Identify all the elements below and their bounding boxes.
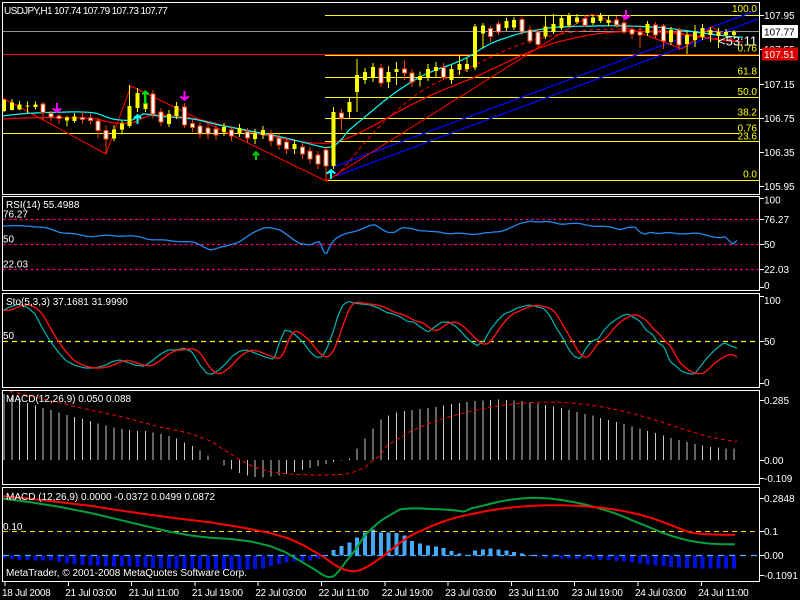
svg-text:<53:11: <53:11 [718,34,757,49]
svg-text:21 Jul 03:00: 21 Jul 03:00 [65,588,117,599]
svg-text:18 Jul 2008: 18 Jul 2008 [2,588,51,599]
svg-text:100: 100 [764,196,781,207]
svg-text:0.10: 0.10 [3,522,23,533]
svg-text:0: 0 [764,281,770,292]
svg-text:107.15: 107.15 [764,80,795,91]
svg-text:USDJPY,H1 107.74 107.79 107.7: USDJPY,H1 107.74 107.79 107.73 107.77 [4,6,168,17]
svg-text:0.2848: 0.2848 [764,494,795,505]
svg-text:23 Jul 19:00: 23 Jul 19:00 [572,588,624,599]
svg-text:0.0: 0.0 [743,170,757,181]
svg-text:21 Jul 11:00: 21 Jul 11:00 [129,588,180,599]
svg-text:22 Jul 11:00: 22 Jul 11:00 [319,588,370,599]
svg-text:MetaTrader, © 2001-2008 MetaQu: MetaTrader, © 2001-2008 MetaQuotes Softw… [6,568,247,579]
svg-text:24 Jul 11:00: 24 Jul 11:00 [698,588,749,599]
svg-text:23 Jul 03:00: 23 Jul 03:00 [445,588,497,599]
svg-text:0: 0 [764,378,770,389]
svg-text:MACD (12,26,9) 0.0000 -0.0372: MACD (12,26,9) 0.0000 -0.0372 0.0499 0.0… [6,492,215,503]
svg-text:50: 50 [764,240,776,251]
svg-text:50: 50 [3,331,15,342]
svg-text:Sto(5,3,3) 37.1681 31.9990: Sto(5,3,3) 37.1681 31.9990 [6,297,128,308]
svg-text:RSI(14) 55.4988: RSI(14) 55.4988 [6,200,80,211]
svg-text:0.1: 0.1 [764,527,778,538]
svg-text:-0.1091: -0.1091 [764,571,798,582]
svg-text:21 Jul 19:00: 21 Jul 19:00 [192,588,244,599]
svg-text:24 Jul 03:00: 24 Jul 03:00 [635,588,687,599]
svg-text:76.27: 76.27 [3,210,28,221]
svg-text:22.03: 22.03 [3,260,28,271]
svg-text:-0.109: -0.109 [764,474,793,485]
svg-text:0.00: 0.00 [764,551,784,562]
svg-text:50: 50 [3,235,15,246]
svg-text:0.285: 0.285 [764,396,789,407]
svg-text:107.51: 107.51 [764,50,795,61]
svg-text:MACD(12,26,9) 0.050 0.088: MACD(12,26,9) 0.050 0.088 [6,394,132,405]
svg-text:0.00: 0.00 [764,456,784,467]
svg-text:105.95: 105.95 [764,182,795,193]
svg-text:23.6: 23.6 [738,132,758,143]
svg-text:22.03: 22.03 [764,265,789,276]
svg-text:107.95: 107.95 [764,11,795,22]
svg-text:50: 50 [764,337,776,348]
svg-text:38.2: 38.2 [738,108,758,119]
svg-text:100.0: 100.0 [732,4,757,15]
svg-text:22 Jul 03:00: 22 Jul 03:00 [255,588,307,599]
svg-text:23 Jul 11:00: 23 Jul 11:00 [508,588,559,599]
svg-text:0.76: 0.76 [738,124,758,135]
svg-text:22 Jul 19:00: 22 Jul 19:00 [382,588,434,599]
svg-text:50.0: 50.0 [738,87,758,98]
svg-text:76.27: 76.27 [764,215,789,226]
svg-text:106.75: 106.75 [764,114,795,125]
svg-text:106.35: 106.35 [764,148,795,159]
svg-text:61.8: 61.8 [738,67,758,78]
svg-text:100: 100 [764,296,781,307]
svg-text:107.77: 107.77 [764,28,795,39]
svg-text:0.76: 0.76 [738,44,758,55]
